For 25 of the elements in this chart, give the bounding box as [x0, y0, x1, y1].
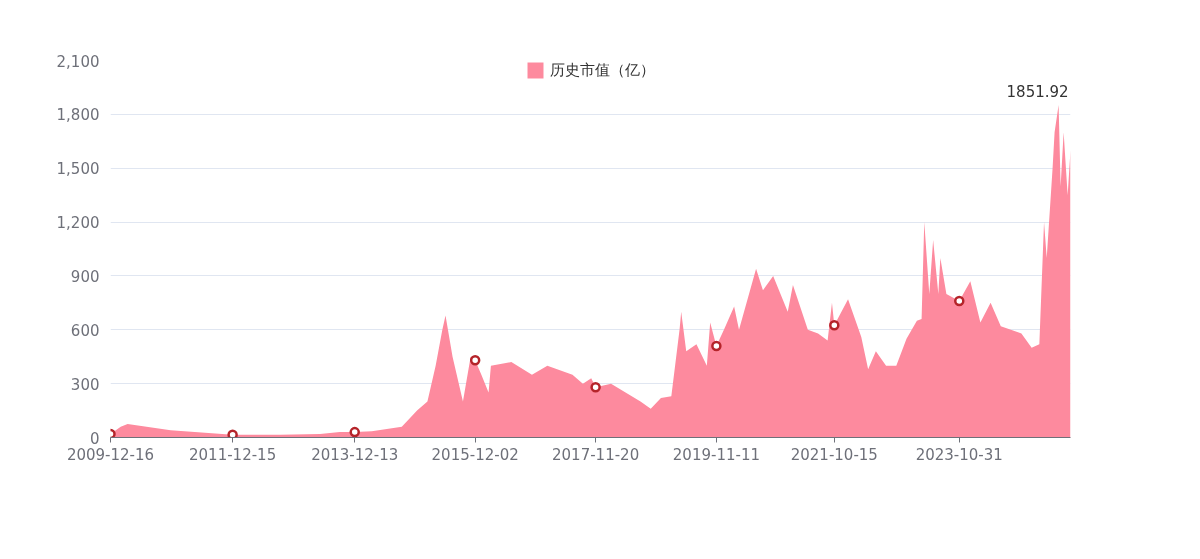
- y-tick-label: 1,800: [56, 106, 100, 125]
- x-tick-label: 2013-12-13: [311, 445, 399, 464]
- x-tick-label: 2011-12-15: [189, 445, 277, 464]
- point: [711, 340, 722, 352]
- point: [227, 429, 238, 438]
- x-tick-label: 2021-10-15: [790, 445, 878, 464]
- y-tick-label: 600: [70, 321, 100, 340]
- y-tick-label: 1,500: [56, 160, 100, 179]
- y-tick-label: 900: [70, 267, 100, 286]
- x-tick-label: 2023-10-31: [915, 445, 1003, 464]
- point: [829, 320, 840, 331]
- y-tick-label: 0: [89, 429, 100, 448]
- x-tick-label: 2017-11-20: [552, 445, 640, 464]
- point: [954, 295, 965, 307]
- point: [349, 426, 360, 438]
- y-tick-label: 1,200: [56, 214, 100, 233]
- x-tick-label: 2015-12-02: [431, 445, 519, 464]
- y-tick-label: 300: [70, 375, 100, 394]
- point: [469, 355, 481, 366]
- legend-label: 历史市值（亿）: [550, 60, 655, 80]
- point: [590, 381, 601, 393]
- x-tick-label: 2019-11-11: [672, 445, 760, 464]
- x-tick-label: 2009-12-16: [66, 445, 155, 464]
- annotation: 1851.92: [1006, 83, 1069, 102]
- y-tick-label: 2,100: [56, 52, 100, 71]
